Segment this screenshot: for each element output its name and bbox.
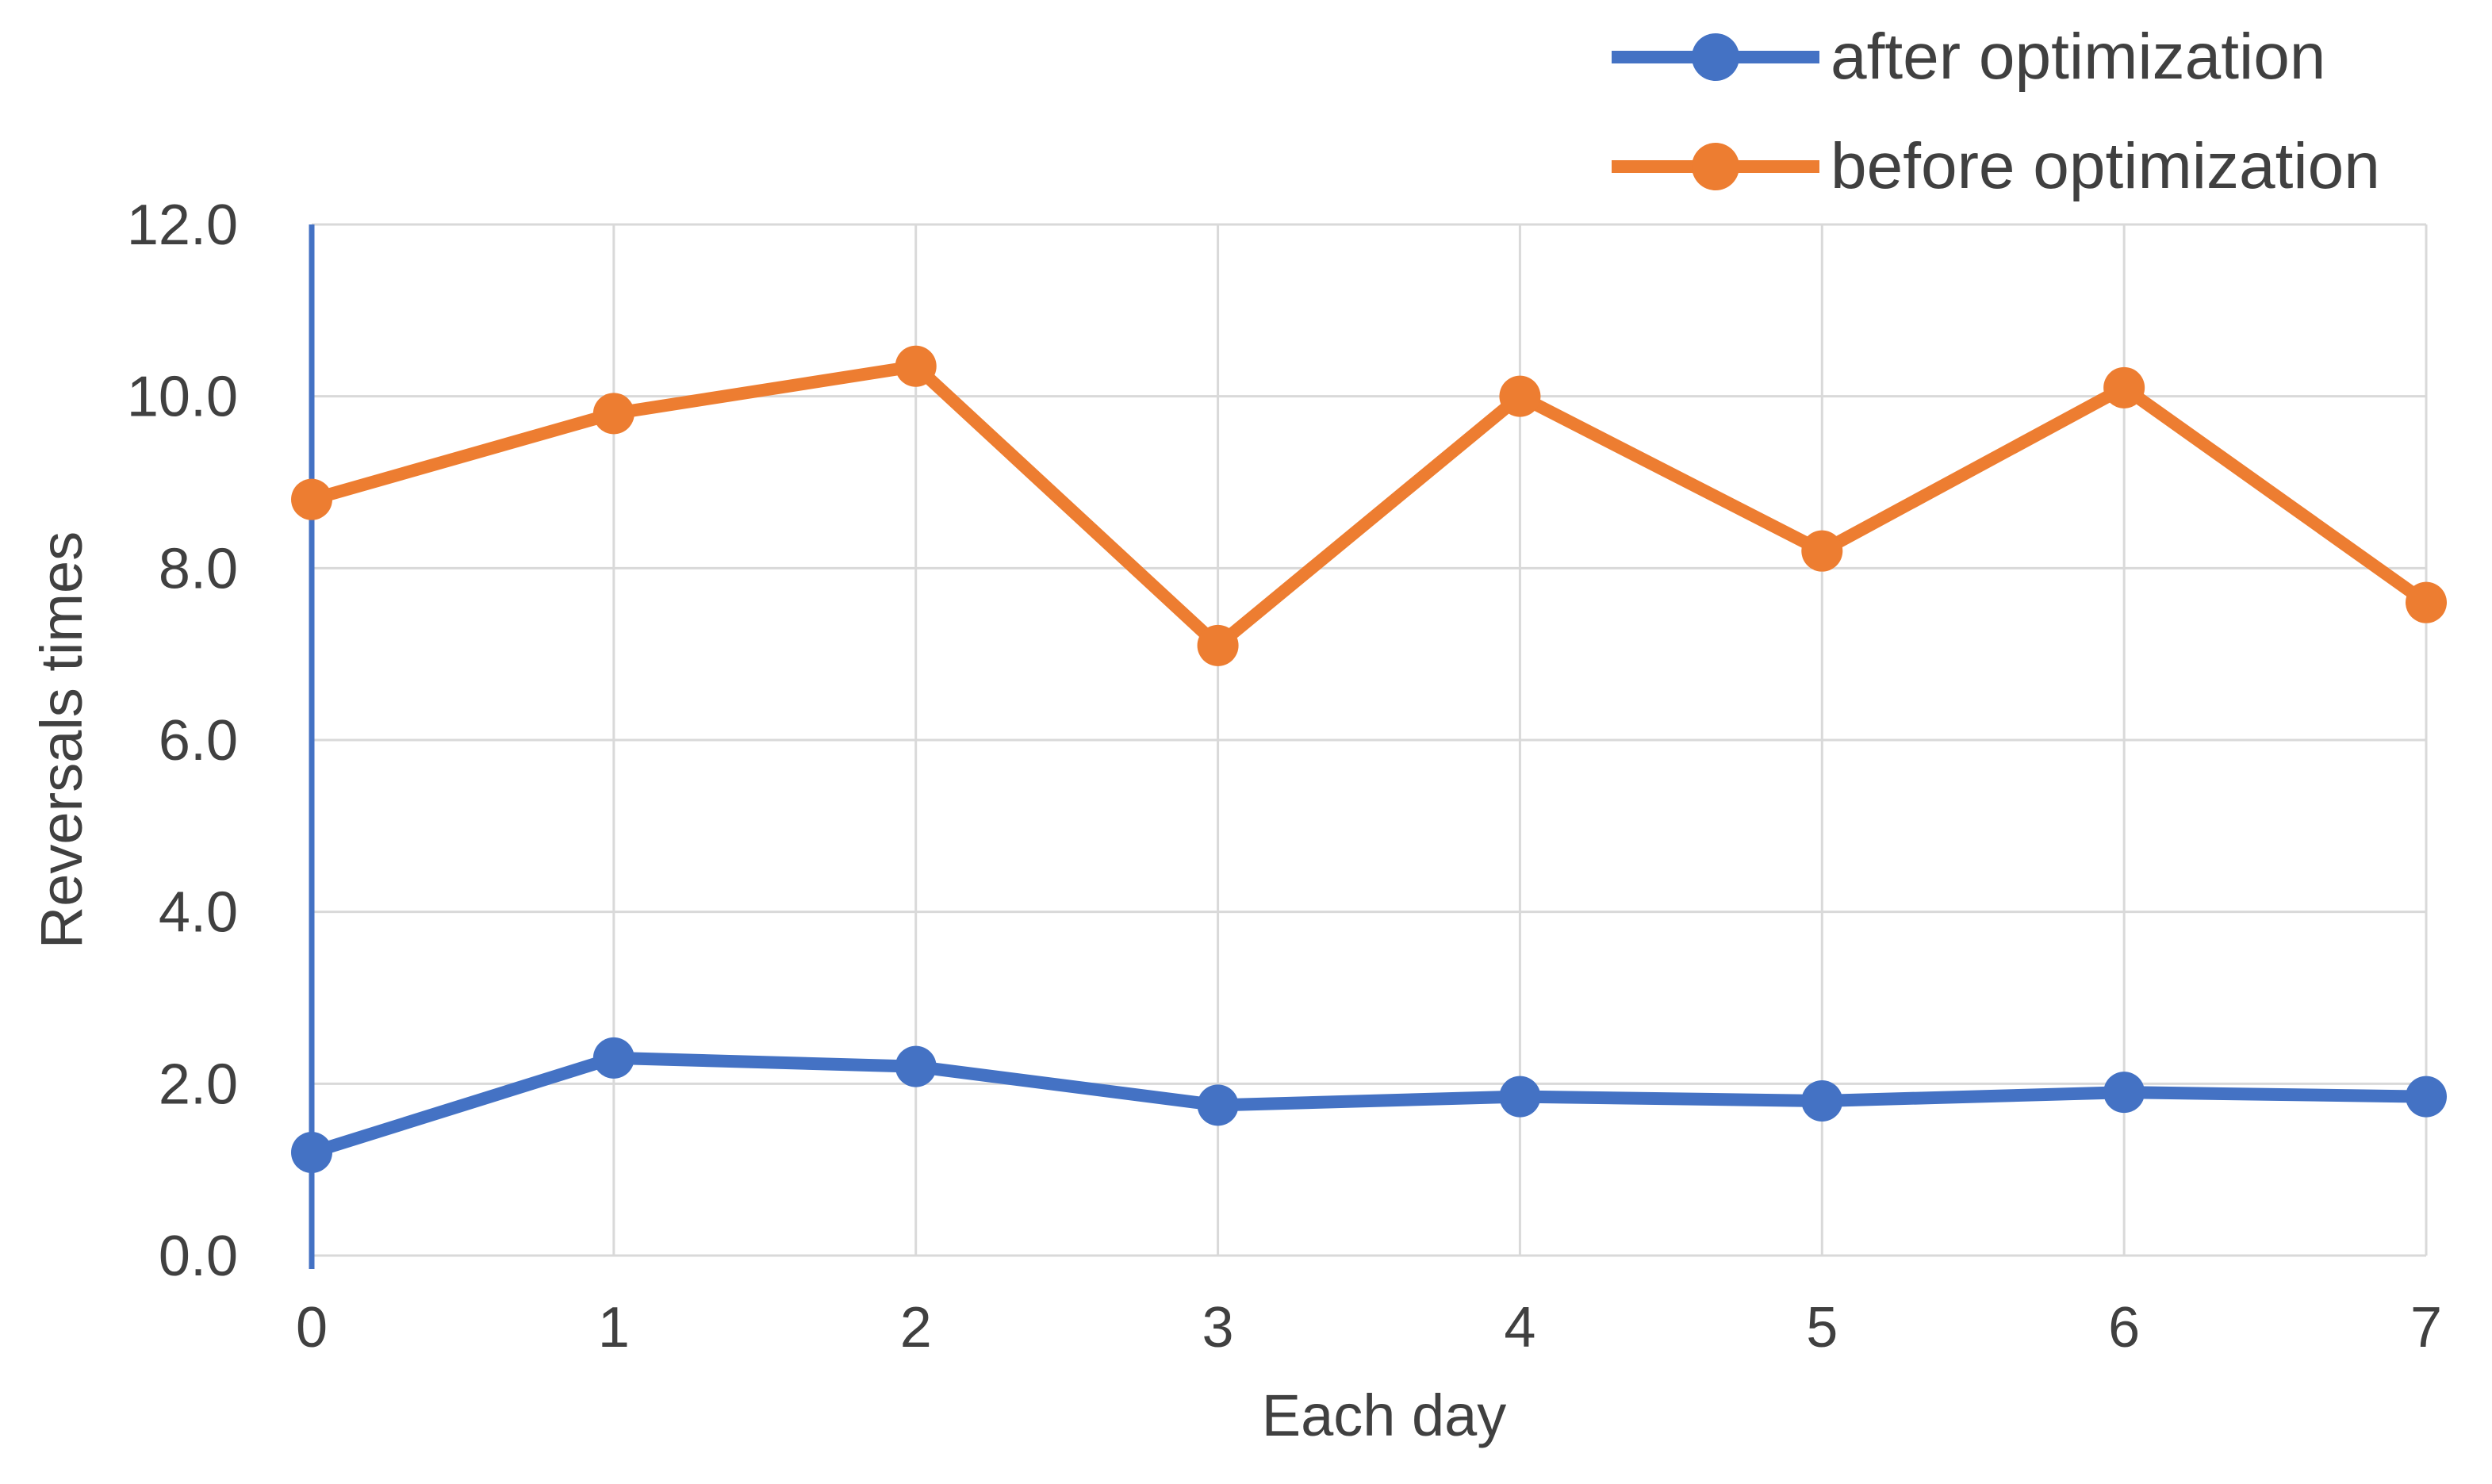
y-tick-label: 8.0: [159, 537, 238, 600]
x-axis-title: Each day: [1261, 1382, 1507, 1448]
y-tick-label: 4.0: [159, 881, 238, 945]
data-point-before-optimization-day-0: [291, 478, 332, 520]
y-tick-label: 0.0: [159, 1225, 238, 1288]
legend-label-after-optimization: after optimization: [1831, 21, 2326, 93]
y-tick-label: 12.0: [127, 194, 238, 257]
y-axis-title: Reversals times: [29, 531, 94, 949]
legend: after optimization before optimization: [1612, 17, 2380, 206]
data-point-before-optimization-day-7: [2406, 581, 2447, 623]
legend-item-before-optimization: before optimization: [1612, 127, 2380, 206]
data-point-before-optimization-day-3: [1197, 624, 1239, 666]
x-tick-label: 7: [2410, 1296, 2442, 1359]
data-point-after-optimization-day-1: [592, 1037, 635, 1079]
y-tick-label: 2.0: [159, 1053, 238, 1116]
data-point-after-optimization-day-4: [1499, 1076, 1541, 1118]
data-point-after-optimization-day-6: [2103, 1072, 2145, 1114]
data-point-after-optimization-day-5: [1801, 1080, 1843, 1122]
data-point-before-optimization-day-6: [2103, 366, 2145, 408]
x-tick-label: 5: [1806, 1296, 1838, 1359]
data-point-before-optimization-day-2: [895, 345, 937, 387]
data-point-before-optimization-day-4: [1499, 375, 1541, 417]
data-point-before-optimization-day-1: [592, 393, 635, 435]
data-point-after-optimization-day-7: [2406, 1076, 2447, 1118]
legend-marker-line-with-dot-icon: [1612, 143, 1819, 190]
legend-item-after-optimization: after optimization: [1612, 17, 2380, 97]
data-point-after-optimization-day-3: [1197, 1084, 1239, 1126]
x-tick-label: 2: [900, 1296, 932, 1359]
series-line-before-optimization: [305, 359, 2433, 652]
x-tick-label: 4: [1504, 1296, 1535, 1359]
data-point-after-optimization-day-0: [291, 1132, 332, 1173]
y-tick-label: 6.0: [159, 709, 238, 773]
x-tick-label: 1: [598, 1296, 630, 1359]
legend-label-before-optimization: before optimization: [1831, 130, 2380, 202]
data-point-after-optimization-day-2: [895, 1045, 937, 1087]
x-tick-label: 0: [296, 1296, 328, 1359]
legend-marker-line-with-dot-icon: [1612, 33, 1819, 81]
y-tick-label: 10.0: [127, 366, 238, 429]
data-point-before-optimization-day-5: [1801, 530, 1843, 572]
series-line-after-optimization: [305, 1051, 2433, 1159]
x-tick-label: 3: [1202, 1296, 1234, 1359]
x-tick-label: 6: [2108, 1296, 2140, 1359]
